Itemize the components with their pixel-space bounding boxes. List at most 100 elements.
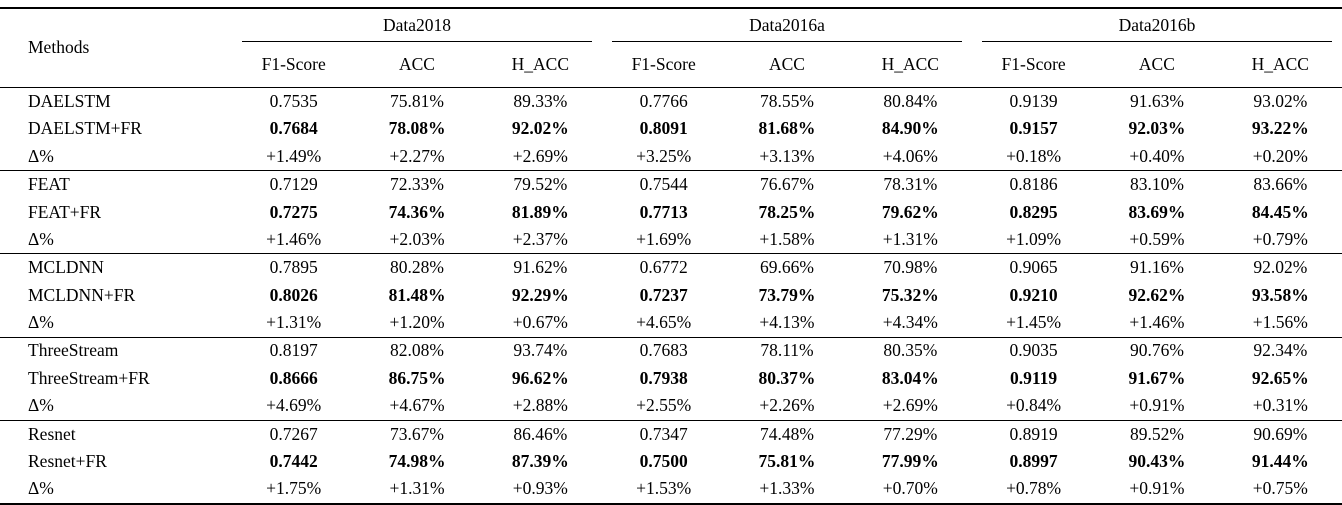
value-cell: 93.58% [1251, 284, 1309, 305]
value-cell: +1.31% [389, 478, 445, 499]
value-cell: 74.48% [759, 423, 814, 444]
value-cell: 80.28% [390, 257, 444, 278]
value-cell: 0.7683 [639, 340, 688, 361]
value-cell: 91.44% [1251, 451, 1309, 472]
value-cell: 0.7766 [639, 90, 688, 111]
method-cell: DAELSTM [28, 90, 111, 111]
value-cell: +0.91% [1095, 392, 1219, 421]
value-cell: 74.98% [388, 451, 446, 472]
value-cell: +1.53% [636, 478, 692, 499]
value-cell: 0.9065 [1009, 257, 1058, 278]
column-group-header-data2018: Data2018 [232, 8, 602, 42]
value-cell: 83.10% [1129, 174, 1184, 195]
value-cell: 77.29% [883, 423, 938, 444]
value-cell: 90.69% [1253, 423, 1308, 444]
method-cell: Δ% [0, 142, 233, 172]
value-cell: 76.67% [759, 174, 814, 195]
value-cell: 73.67% [390, 423, 444, 444]
value-cell: +1.49% [232, 142, 356, 172]
value-cell: 78.55% [759, 90, 814, 111]
value-cell: 86.46% [513, 423, 568, 444]
value-cell: 93.74% [513, 340, 568, 361]
value-cell: 83.66% [1253, 174, 1308, 195]
metric-header-row: F1-Score ACC H_ACC F1-Score ACC H_ACC F1… [0, 42, 1342, 88]
value-cell: +0.79% [1218, 225, 1342, 255]
value-cell: +1.20% [355, 309, 479, 338]
value-cell: +2.03% [355, 225, 479, 255]
value-cell: +1.45% [971, 309, 1096, 338]
value-cell: 93.02% [1253, 90, 1308, 111]
value-cell: 73.79% [758, 284, 816, 305]
value-cell: 78.25% [758, 201, 816, 222]
table-body: DAELSTM 0.7535 75.81% 89.33% 0.7766 78.55% 80.… [0, 88, 1342, 504]
value-cell: +2.69% [848, 392, 972, 421]
method-cell: Δ% [0, 309, 233, 338]
value-cell: 92.34% [1253, 340, 1308, 361]
value-cell: 0.7544 [639, 174, 688, 195]
metric-header-f1: F1-Score [232, 42, 356, 88]
value-cell: 92.02% [511, 118, 569, 139]
value-cell: 0.7129 [269, 174, 318, 195]
value-cell: 91.63% [1129, 90, 1184, 111]
value-cell: +1.31% [232, 309, 356, 338]
value-cell: 0.7713 [639, 201, 688, 222]
table-row: ThreeStream 0.8197 82.08% 93.74% 0.7683 78.11… [0, 337, 1342, 365]
metric-header-f1: F1-Score [971, 42, 1096, 88]
column-group-header-data2016b: Data2016b [972, 8, 1342, 42]
value-cell: 81.89% [511, 201, 569, 222]
table-row: MCLDNN 0.7895 80.28% 91.62% 0.6772 69.66% 70.9… [0, 254, 1342, 282]
value-cell: +0.75% [1252, 478, 1308, 499]
metric-header-acc: ACC [725, 42, 849, 88]
results-table: Methods Data2018 Data2016a Data2016b F1-… [0, 7, 1342, 505]
value-cell: 0.9035 [1009, 340, 1058, 361]
value-cell: 0.8197 [269, 340, 318, 361]
value-cell: +1.46% [1095, 309, 1219, 338]
value-cell: +4.34% [848, 309, 972, 338]
value-cell: 0.7267 [269, 423, 318, 444]
value-cell: 0.8026 [269, 284, 318, 305]
value-cell: +2.37% [478, 225, 602, 255]
value-cell: 0.7347 [639, 423, 688, 444]
value-cell: +1.33% [759, 478, 815, 499]
value-cell: +4.06% [848, 142, 972, 172]
column-group-header-data2016a: Data2016a [602, 8, 972, 42]
value-cell: 84.45% [1251, 201, 1309, 222]
value-cell: 0.8295 [1009, 201, 1058, 222]
value-cell: 91.62% [513, 257, 568, 278]
value-cell: +1.58% [725, 225, 849, 255]
table-row: DAELSTM+FR 0.7684 78.08% 92.02% 0.8091 81.68%… [0, 115, 1342, 142]
value-cell: 96.62% [511, 367, 569, 388]
value-cell: 90.43% [1128, 451, 1186, 472]
method-cell: MCLDNN+FR [28, 284, 136, 305]
value-cell: +1.75% [266, 478, 322, 499]
value-cell: 79.62% [881, 201, 939, 222]
value-cell: 77.99% [881, 451, 939, 472]
value-cell: 0.9157 [1009, 118, 1058, 139]
value-cell: 89.33% [513, 90, 568, 111]
value-cell: 81.68% [758, 118, 816, 139]
value-cell: 81.48% [388, 284, 446, 305]
method-cell: DAELSTM+FR [28, 118, 142, 139]
value-cell: +2.26% [725, 392, 849, 421]
method-cell: ThreeStream [28, 340, 119, 361]
value-cell: 92.03% [1128, 118, 1186, 139]
value-cell: 0.8919 [1009, 423, 1058, 444]
value-cell: 91.67% [1128, 367, 1186, 388]
value-cell: +4.67% [355, 392, 479, 421]
metric-header-hacc: H_ACC [478, 42, 602, 88]
value-cell: +0.67% [478, 309, 602, 338]
value-cell: 89.52% [1129, 423, 1184, 444]
value-cell: +1.69% [602, 225, 726, 255]
value-cell: 0.7895 [269, 257, 318, 278]
value-cell: 84.90% [881, 118, 939, 139]
value-cell: +0.91% [1129, 478, 1185, 499]
table-row: Δ% +1.31% +1.20% +0.67% +4.65% +4.13% +4.34% +1… [0, 309, 1342, 338]
value-cell: 0.7275 [269, 201, 318, 222]
value-cell: 83.69% [1128, 201, 1186, 222]
value-cell: 75.81% [758, 451, 816, 472]
value-cell: +2.55% [602, 392, 726, 421]
value-cell: 80.37% [758, 367, 816, 388]
value-cell: +3.13% [725, 142, 849, 172]
value-cell: 92.29% [511, 284, 569, 305]
value-cell: 78.31% [883, 174, 938, 195]
